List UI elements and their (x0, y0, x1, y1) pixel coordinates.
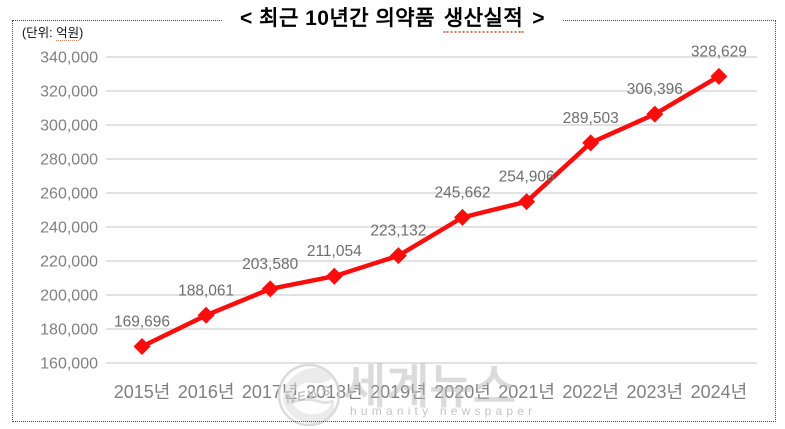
data-label: 223,132 (370, 223, 426, 240)
series-line (139, 74, 722, 349)
data-point-marker (582, 134, 600, 152)
chart-title-part2: 생산실적 (443, 7, 524, 33)
y-axis-tick-label: 160,000 (40, 356, 98, 373)
data-label: 211,054 (307, 243, 362, 260)
data-point-marker (261, 280, 279, 298)
data-point-marker (133, 338, 151, 356)
y-axis-tick-label: 340,000 (40, 50, 98, 67)
data-label: 289,503 (563, 110, 619, 127)
data-point-marker (710, 67, 728, 85)
y-axis-tick-label: 200,000 (40, 288, 98, 305)
data-point-marker (454, 208, 471, 226)
chart-title-part1: < 최근 10년간 의약품 (240, 7, 435, 30)
unit-label-prefix: (단위: (22, 26, 53, 40)
data-point-marker (389, 247, 407, 265)
unit-label: (단위: 억원) (22, 22, 83, 41)
chart-title: < 최근 10년간 의약품 생산실적 > (222, 2, 563, 35)
x-axis-tick-label: 2018년 (306, 382, 363, 402)
data-point-marker (646, 105, 664, 123)
x-axis-tick-label: 2020년 (434, 382, 491, 402)
data-label: 169,696 (114, 314, 170, 331)
data-point-marker (518, 193, 536, 211)
unit-label-suffix: ) (79, 26, 84, 40)
y-axis-tick-label: 240,000 (40, 220, 98, 237)
data-point-marker (197, 306, 215, 324)
y-axis-tick-label: 220,000 (40, 254, 98, 271)
unit-label-word: 억원 (56, 26, 80, 41)
data-label: 328,629 (691, 43, 747, 60)
y-axis-tick-label: 180,000 (40, 322, 98, 339)
data-label: 203,580 (242, 256, 298, 273)
x-axis-tick-label: 2017년 (242, 382, 299, 402)
y-axis-tick-label: 280,000 (40, 152, 98, 169)
x-axis-tick-label: 2016년 (178, 382, 235, 402)
data-label: 188,061 (178, 282, 234, 299)
x-axis-tick-label: 2024년 (691, 382, 748, 402)
data-label: 306,396 (627, 81, 683, 98)
x-axis-tick-label: 2015년 (114, 382, 171, 402)
x-axis-tick-label: 2021년 (498, 382, 555, 402)
data-label: 254,906 (499, 169, 555, 186)
x-axis-tick-label: 2022년 (562, 382, 619, 402)
x-axis-tick-label: 2023년 (626, 382, 683, 402)
y-axis-tick-label: 260,000 (40, 186, 98, 203)
x-axis-tick-label: 2019년 (370, 382, 427, 402)
chart-title-part3: > (532, 7, 545, 30)
y-axis-tick-label: 300,000 (40, 118, 98, 135)
data-label: 245,662 (434, 184, 490, 201)
y-axis-tick-label: 320,000 (40, 84, 98, 101)
data-point-marker (325, 267, 343, 285)
